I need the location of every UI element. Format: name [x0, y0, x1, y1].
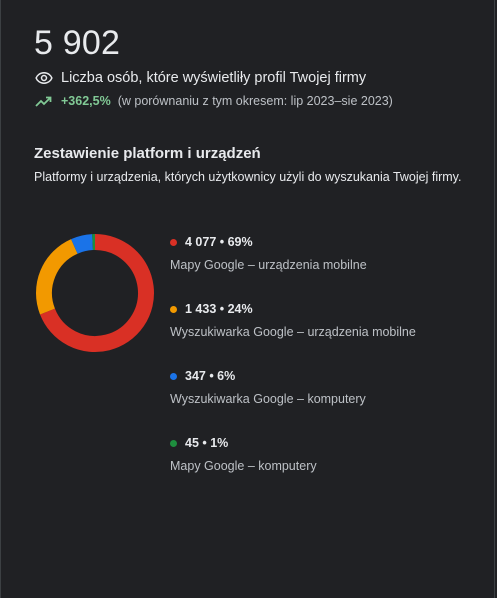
platform-donut-chart: [36, 234, 154, 352]
views-label: Liczba osób, które wyświetliły profil Tw…: [61, 70, 367, 86]
legend-item-search-desktop: 347 • 6% Wyszukiwarka Google – komputery: [170, 368, 416, 435]
total-views-number: 5 902: [34, 24, 121, 62]
legend-item-maps-desktop: 45 • 1% Mapy Google – komputery: [170, 435, 416, 502]
trend-value: +362,5%: [61, 94, 111, 108]
legend-dot-red: [170, 238, 177, 246]
legend-value: 45 • 1%: [185, 436, 229, 450]
trending-up-icon: [35, 95, 52, 107]
donut-slice-search-mobile: [36, 239, 78, 315]
trend-comparison-text: (w porównaniu z tym okresem: lip 2023–si…: [117, 94, 393, 108]
legend-item-maps-mobile: 4 077 • 69% Mapy Google – urządzenia mob…: [170, 234, 416, 301]
legend-dot-blue: [170, 372, 177, 380]
trend-row: +362,5% (w porównaniu z tym okresem: lip…: [35, 94, 393, 108]
breakdown-subtitle: Platformy i urządzenia, których użytkown…: [34, 170, 462, 184]
legend-value: 4 077 • 69%: [185, 235, 253, 249]
legend-item-search-mobile: 1 433 • 24% Wyszukiwarka Google – urządz…: [170, 301, 416, 368]
legend-label: Mapy Google – urządzenia mobilne: [170, 258, 367, 272]
legend-label: Mapy Google – komputery: [170, 459, 317, 473]
legend-value: 1 433 • 24%: [185, 302, 253, 316]
breakdown-title: Zestawienie platform i urządzeń: [34, 145, 261, 162]
legend-value: 347 • 6%: [185, 369, 236, 383]
legend-label: Wyszukiwarka Google – urządzenia mobilne: [170, 325, 416, 339]
eye-icon: [35, 69, 53, 87]
legend-label: Wyszukiwarka Google – komputery: [170, 392, 366, 406]
donut-slice-maps-mobile: [40, 234, 154, 352]
views-metric-row: Liczba osób, które wyświetliły profil Tw…: [35, 69, 366, 87]
chart-legend: 4 077 • 69% Mapy Google – urządzenia mob…: [170, 234, 416, 502]
legend-dot-green: [170, 439, 177, 447]
donut-slice-search-desktop: [71, 234, 94, 254]
legend-dot-orange: [170, 305, 177, 313]
